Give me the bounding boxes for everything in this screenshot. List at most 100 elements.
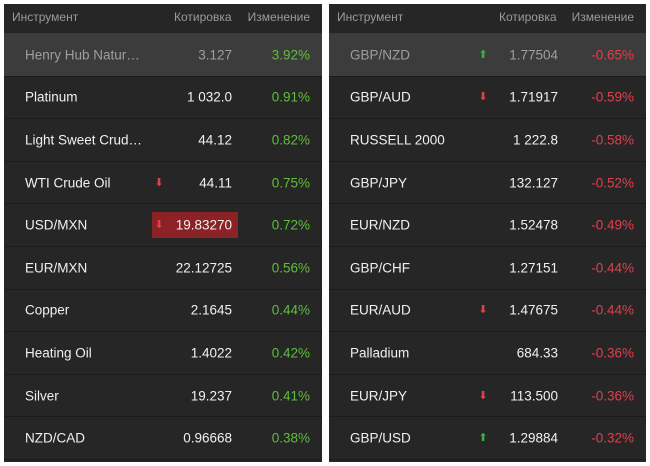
- quote-value: 1 032.0: [186, 89, 232, 105]
- instrument-name[interactable]: GBP/NZD: [350, 47, 411, 63]
- change-percent: 0.72%: [271, 217, 310, 233]
- instrument-name[interactable]: Silver: [25, 388, 59, 404]
- arrow-down-icon: ⬇: [478, 304, 488, 317]
- quote-value: 1.52478: [509, 217, 558, 233]
- instrument-list: Henry Hub Natur… 3.127 3.92% Platinum 1 032.…: [4, 34, 322, 460]
- instrument-name[interactable]: Henry Hub Natur…: [25, 47, 140, 63]
- instrument-name[interactable]: Light Sweet Crud…: [25, 132, 143, 148]
- table-row[interactable]: EUR/JPY ⬇ 113.500 -0.36%: [329, 375, 646, 418]
- instrument-list: GBP/NZD ⬆ 1.77504 -0.65% GBP/AUD ⬇ 1.71917 -0.5…: [329, 34, 646, 460]
- change-percent: -0.52%: [591, 175, 634, 191]
- quote-value: 19.83270: [175, 217, 232, 233]
- instrument-name[interactable]: EUR/JPY: [350, 388, 408, 404]
- change-percent: 3.92%: [271, 47, 310, 63]
- change-percent: 0.91%: [271, 89, 310, 105]
- quote-value: 1.77504: [509, 47, 558, 63]
- change-percent: -0.32%: [591, 430, 634, 446]
- change-percent: 0.82%: [271, 132, 310, 148]
- table-row[interactable]: Henry Hub Natur… 3.127 3.92%: [4, 34, 322, 77]
- quote-value: 0.96668: [183, 430, 232, 446]
- quote-value: 3.127: [198, 47, 232, 63]
- column-header-quote[interactable]: Котировка: [499, 10, 557, 24]
- change-percent: -0.36%: [591, 388, 634, 404]
- table-row[interactable]: GBP/JPY 132.127 -0.52%: [329, 162, 646, 205]
- column-header-change[interactable]: Изменение: [571, 10, 634, 24]
- change-percent: -0.58%: [591, 132, 634, 148]
- arrow-up-icon: ⬆: [478, 48, 488, 61]
- arrow-down-icon: ⬇: [478, 389, 488, 402]
- table-header: Инструмент Котировка Изменение: [329, 4, 646, 34]
- table-row[interactable]: EUR/MXN 22.12725 0.56%: [4, 247, 322, 290]
- quote-value: 1.47675: [509, 302, 558, 318]
- table-row[interactable]: GBP/USD ⬆ 1.29884 -0.32%: [329, 417, 646, 460]
- table-row[interactable]: Platinum 1 032.0 0.91%: [4, 77, 322, 120]
- instrument-name[interactable]: EUR/NZD: [350, 217, 410, 233]
- instrument-name[interactable]: Heating Oil: [25, 345, 92, 361]
- instrument-name[interactable]: NZD/CAD: [25, 430, 85, 446]
- top-losers-panel: Инструмент Котировка Изменение GBP/NZD ⬆ 1…: [329, 4, 646, 462]
- instrument-name[interactable]: GBP/USD: [350, 430, 411, 446]
- quote-value: 2.1645: [190, 302, 232, 318]
- table-row[interactable]: Silver 19.237 0.41%: [4, 375, 322, 418]
- quote-value: 1.29884: [509, 430, 558, 446]
- table-header: Инструмент Котировка Изменение: [4, 4, 322, 34]
- table-row[interactable]: GBP/NZD ⬆ 1.77504 -0.65%: [329, 34, 646, 77]
- quote-value: 19.237: [190, 388, 232, 404]
- instrument-name[interactable]: EUR/AUD: [350, 302, 411, 318]
- table-row[interactable]: Light Sweet Crud… 44.12 0.82%: [4, 119, 322, 162]
- table-row[interactable]: WTI Crude Oil ⬇ 44.11 0.75%: [4, 162, 322, 205]
- instrument-name[interactable]: Palladium: [350, 345, 410, 361]
- instrument-name[interactable]: USD/MXN: [25, 217, 88, 233]
- instrument-name[interactable]: GBP/CHF: [350, 260, 411, 276]
- change-percent: 0.56%: [271, 260, 310, 276]
- table-row[interactable]: RUSSELL 2000 1 222.8 -0.58%: [329, 119, 646, 162]
- change-percent: -0.49%: [591, 217, 634, 233]
- quote-value: 684.33: [516, 345, 558, 361]
- table-row[interactable]: Copper 2.1645 0.44%: [4, 290, 322, 333]
- column-header-change[interactable]: Изменение: [247, 10, 310, 24]
- column-header-instrument[interactable]: Инструмент: [12, 10, 79, 24]
- arrow-up-icon: ⬆: [478, 432, 488, 445]
- table-row[interactable]: EUR/NZD 1.52478 -0.49%: [329, 204, 646, 247]
- change-percent: -0.65%: [591, 47, 634, 63]
- change-percent: 0.41%: [271, 388, 310, 404]
- change-percent: 0.42%: [271, 345, 310, 361]
- change-percent: -0.44%: [591, 302, 634, 318]
- instrument-name[interactable]: EUR/MXN: [25, 260, 88, 276]
- change-percent: 0.38%: [271, 430, 310, 446]
- table-row[interactable]: EUR/AUD ⬇ 1.47675 -0.44%: [329, 290, 646, 333]
- quote-value: 1 222.8: [512, 132, 558, 148]
- table-row[interactable]: GBP/AUD ⬇ 1.71917 -0.59%: [329, 77, 646, 120]
- arrow-down-icon: ⬇: [478, 91, 488, 104]
- instrument-name[interactable]: Platinum: [25, 89, 78, 105]
- price-flash-highlight: [152, 212, 238, 239]
- quote-value: 132.127: [509, 175, 558, 191]
- quote-value: 44.11: [199, 175, 232, 191]
- instrument-name[interactable]: GBP/JPY: [350, 175, 408, 191]
- change-percent: 0.44%: [271, 302, 310, 318]
- arrow-down-icon: ⬇: [154, 176, 164, 189]
- change-percent: 0.75%: [271, 175, 310, 191]
- quote-value: 1.71917: [509, 89, 558, 105]
- instrument-name[interactable]: Copper: [25, 302, 70, 318]
- table-row[interactable]: Palladium 684.33 -0.36%: [329, 332, 646, 375]
- instrument-name[interactable]: WTI Crude Oil: [25, 175, 111, 191]
- quote-value: 22.12725: [175, 260, 232, 276]
- top-gainers-panel: Инструмент Котировка Изменение Henry Hub…: [4, 4, 322, 462]
- quote-value: 1.27151: [509, 260, 558, 276]
- table-row[interactable]: Heating Oil 1.4022 0.42%: [4, 332, 322, 375]
- table-row[interactable]: GBP/CHF 1.27151 -0.44%: [329, 247, 646, 290]
- change-percent: -0.59%: [591, 89, 634, 105]
- table-row[interactable]: USD/MXN ⬇ 19.83270 0.72%: [4, 204, 322, 247]
- quote-value: 1.4022: [190, 345, 232, 361]
- quote-value: 44.12: [198, 132, 232, 148]
- column-header-quote[interactable]: Котировка: [174, 10, 232, 24]
- arrow-down-icon: ⬇: [154, 219, 164, 232]
- instrument-name[interactable]: GBP/AUD: [350, 89, 411, 105]
- change-percent: -0.44%: [591, 260, 634, 276]
- instrument-name[interactable]: RUSSELL 2000: [350, 132, 445, 148]
- table-row[interactable]: NZD/CAD 0.96668 0.38%: [4, 417, 322, 460]
- quote-value: 113.500: [510, 388, 558, 404]
- column-header-instrument[interactable]: Инструмент: [337, 10, 404, 24]
- change-percent: -0.36%: [591, 345, 634, 361]
